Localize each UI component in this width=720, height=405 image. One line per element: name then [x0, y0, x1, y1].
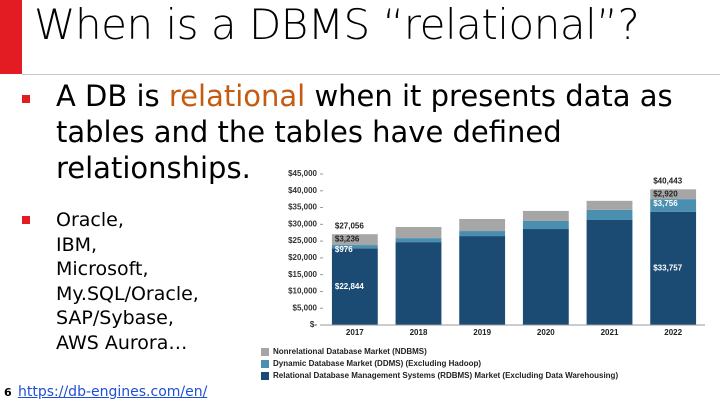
link[interactable]: https://db-engines.com/en/: [18, 384, 208, 400]
bar-segment: [522, 229, 569, 325]
x-tick-label: 2022: [664, 328, 682, 337]
value-label: $976: [335, 245, 353, 254]
legend-label: Nonrelational Database Market (NDBMS): [273, 347, 427, 356]
y-tick-label: $-: [310, 320, 317, 329]
y-tick-label: $25,000: [288, 236, 317, 245]
title-rule: [22, 74, 720, 75]
bar-segment: [650, 211, 697, 325]
x-tick-label: 2017: [346, 328, 364, 337]
bullet: A DB is relational when it presents data…: [56, 78, 676, 186]
bar-segment: [586, 219, 633, 325]
bullet-marker: [22, 95, 30, 103]
bar-segment: [395, 227, 442, 239]
bar-segment: [331, 245, 378, 249]
bar-segment: [522, 220, 569, 230]
legend-swatch: [261, 372, 269, 380]
bullet-text: when it presents data as tables and the …: [56, 79, 673, 185]
bullet-list: Oracle, IBM, Microsoft, My.SQL/Oracle, SAP/S…: [56, 208, 199, 355]
x-tick-label: 2020: [537, 328, 555, 337]
bullet-text: A DB is: [56, 79, 169, 113]
y-tick-label: $45,000: [288, 169, 317, 178]
bullet-marker: [22, 216, 30, 224]
value-label: $3,236: [335, 234, 360, 243]
bar-segment: [395, 238, 442, 243]
x-tick-label: 2019: [473, 328, 491, 337]
bar-segment: [395, 242, 442, 325]
bar-segment: [459, 231, 506, 237]
bar-segment: [331, 248, 378, 325]
bar-segment: [586, 200, 633, 210]
chart: $- $5,000 $10,000 $15,000 $20,000 $25,000 $30,…: [258, 160, 720, 385]
legend-label: Dynamic Database Market (DDMS) (Excludin…: [273, 359, 481, 368]
accent-bar: [0, 0, 22, 74]
total-label: $27,056: [335, 221, 364, 230]
y-tick-label: $10,000: [288, 287, 317, 296]
y-tick-label: $35,000: [288, 203, 317, 212]
page-number: 6: [4, 386, 12, 399]
list-item: Microsoft,: [56, 258, 149, 280]
value-label: $33,757: [653, 263, 682, 272]
legend-swatch: [261, 360, 269, 368]
value-label: $22,844: [335, 282, 364, 291]
list-item: Oracle,: [56, 209, 124, 231]
y-tick-label: $20,000: [288, 253, 317, 262]
value-label: $2,920: [653, 189, 678, 198]
y-tick-label: $15,000: [288, 270, 317, 279]
bar-segment: [459, 236, 506, 325]
list-item: IBM,: [56, 233, 98, 256]
bar-segment: [650, 189, 697, 200]
bar-segment: [331, 234, 378, 246]
bar-segment: [459, 218, 506, 232]
highlight-text: relational: [168, 79, 306, 113]
x-tick-label: 2021: [601, 328, 619, 337]
list-item: AWS Aurora…: [56, 331, 188, 354]
slide-title: When is a DBMS “relational”?: [34, 0, 640, 49]
y-tick-label: $5,000: [293, 303, 318, 312]
list-item: My.SQL/Oracle,: [56, 282, 199, 305]
total-label: $40,443: [653, 176, 682, 185]
value-label: $3,756: [653, 199, 678, 208]
legend-label: Relational Database Management Systems (…: [273, 371, 618, 380]
legend-swatch: [261, 348, 269, 356]
bar-segment: [650, 199, 697, 212]
bar-segment: [522, 210, 569, 221]
y-tick-label: $30,000: [288, 219, 317, 228]
list-item: SAP/Sybase,: [56, 307, 174, 329]
y-tick-label: $40,000: [288, 186, 317, 195]
bar-segment: [586, 209, 633, 220]
x-tick-label: 2018: [410, 328, 428, 337]
